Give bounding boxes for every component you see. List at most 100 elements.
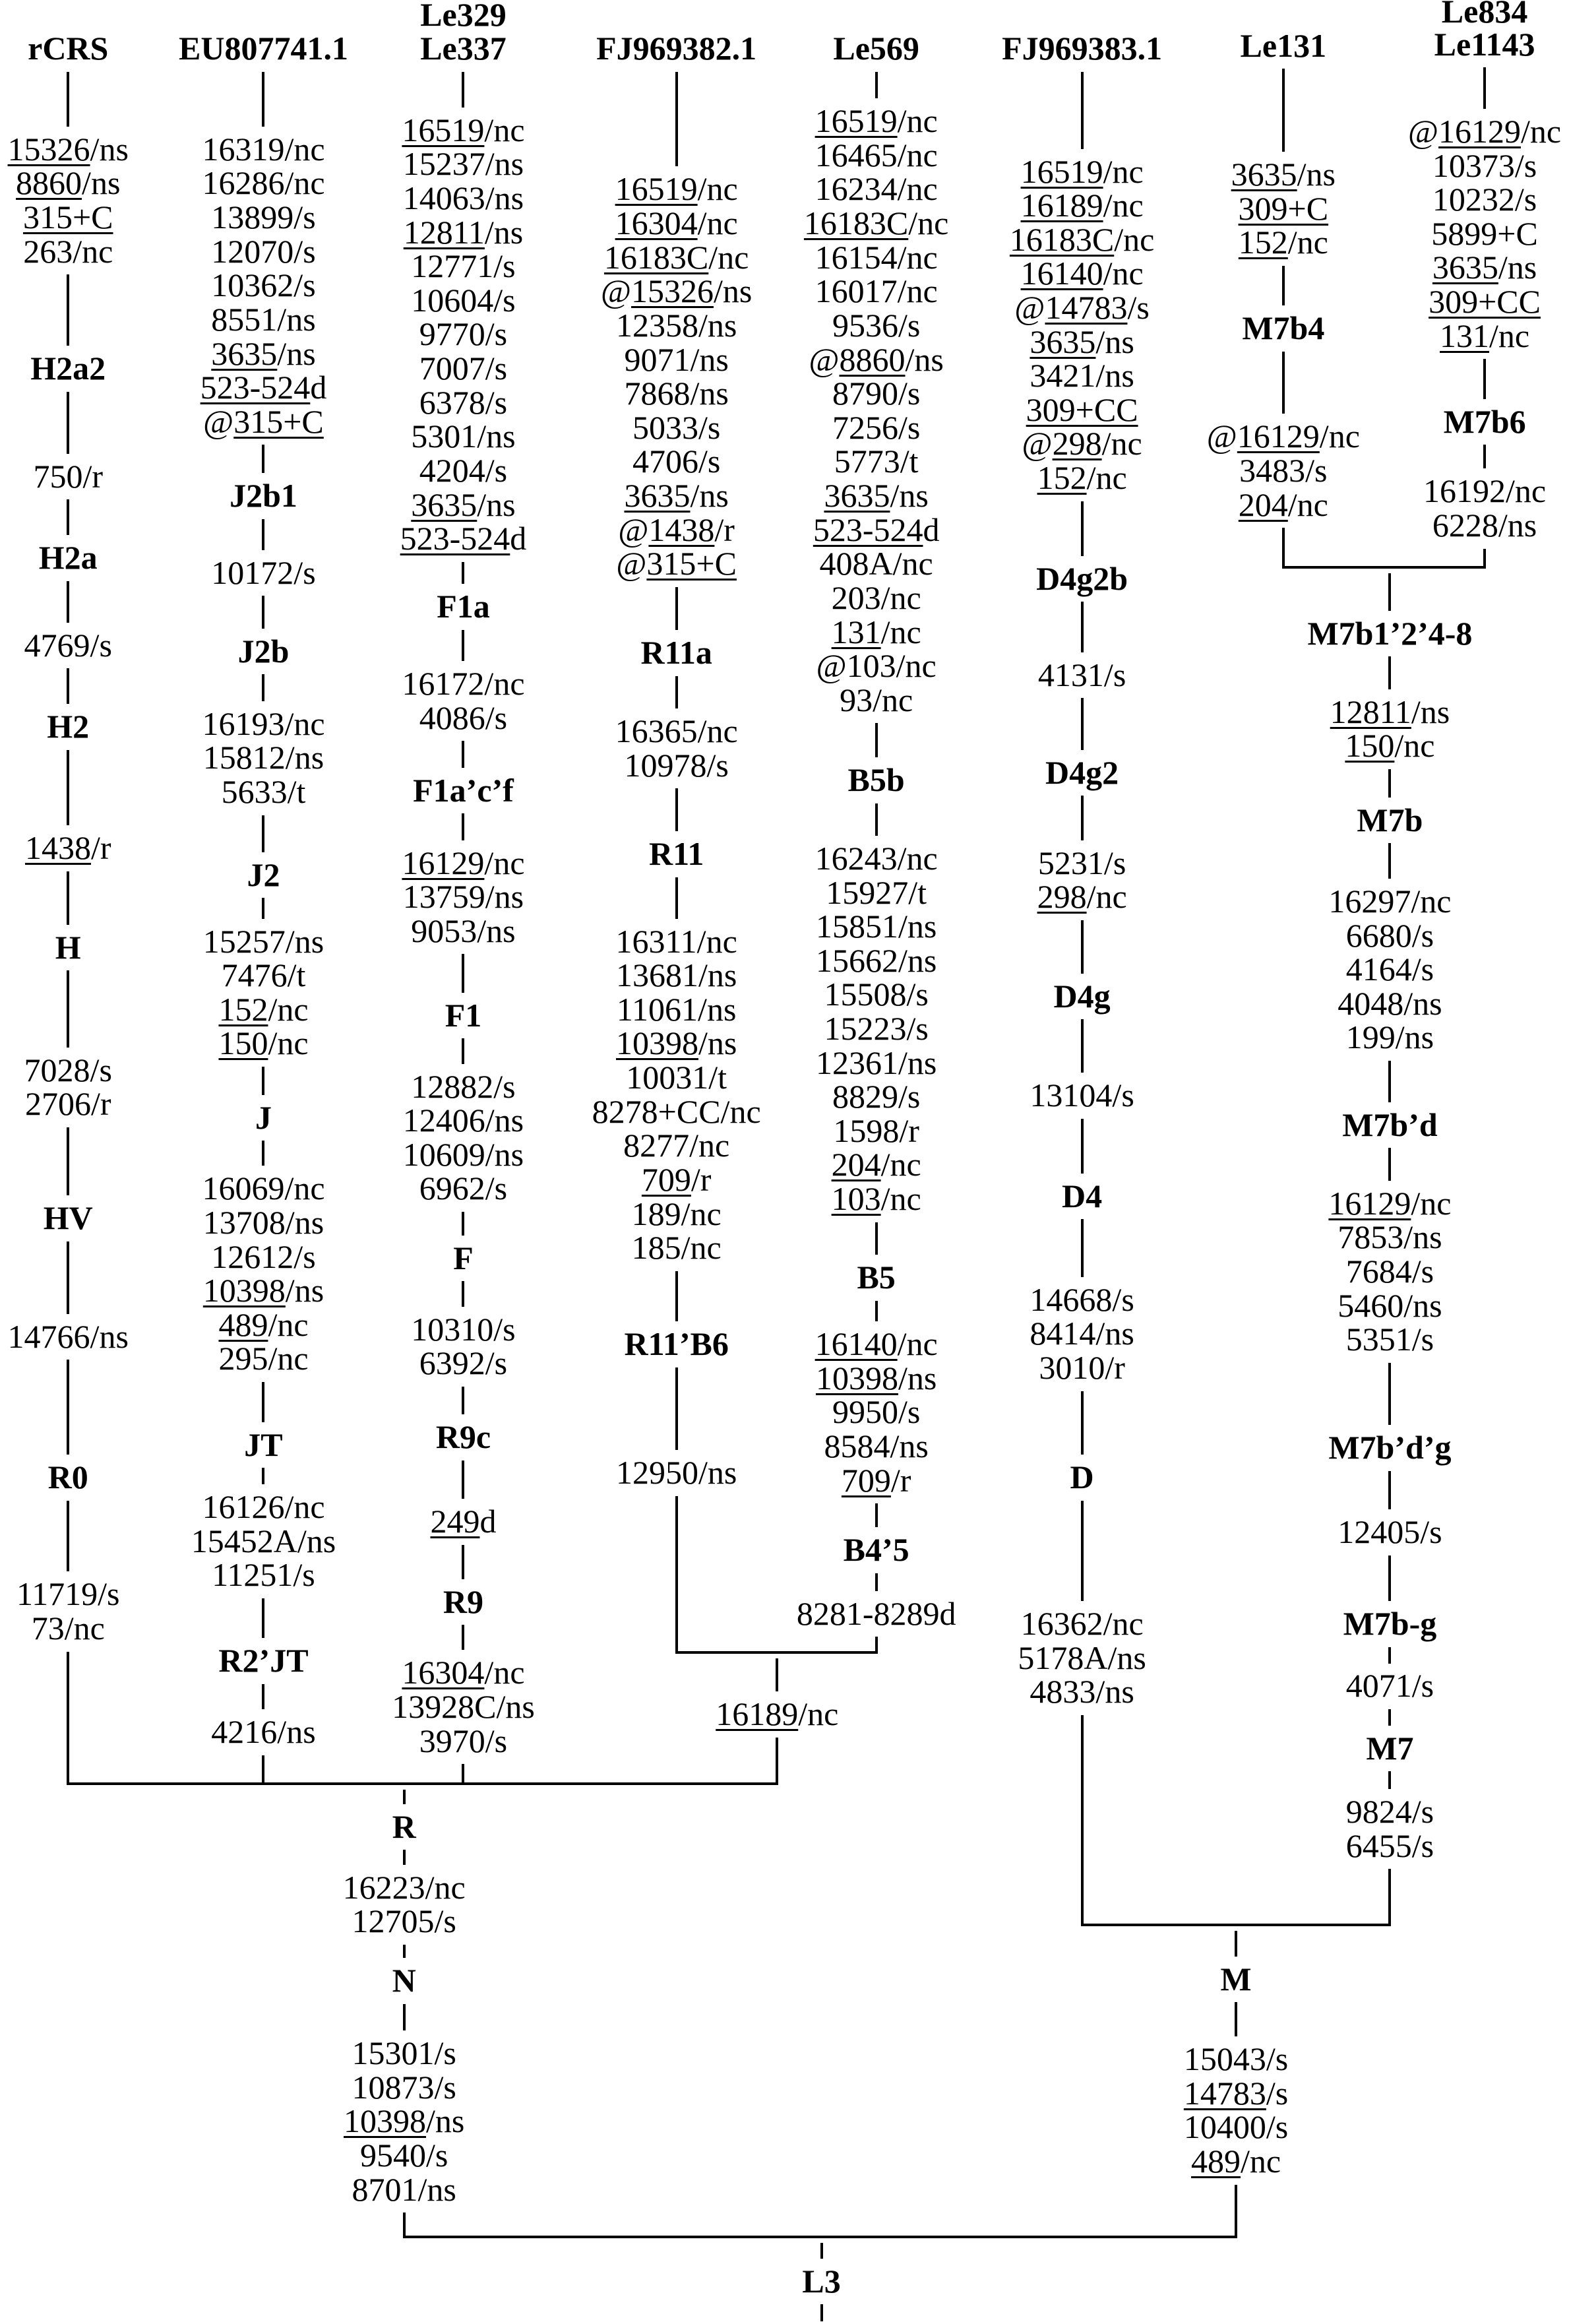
branch-line bbox=[1080, 501, 1084, 556]
mutation-label: 12771/s bbox=[411, 247, 516, 285]
mutation-label: 298/nc bbox=[1037, 879, 1127, 914]
haplogroup-node-label: M7b’d bbox=[1342, 1106, 1438, 1143]
mutation-label: 523-524d bbox=[400, 521, 527, 556]
mutation-label: 10978/s bbox=[624, 746, 729, 784]
mutation-position-underlined: 16183C bbox=[1009, 220, 1115, 258]
haplogroup-node-label: H2 bbox=[47, 708, 90, 745]
mutation-label: 10609/ns bbox=[402, 1135, 524, 1173]
mutation-label: 131/nc bbox=[832, 615, 921, 650]
haplogroup-node-label: D4g bbox=[1053, 977, 1111, 1015]
branch-line bbox=[1483, 445, 1487, 469]
mutation-label: 3635/ns bbox=[1432, 251, 1537, 285]
branch-line bbox=[462, 1386, 465, 1415]
mutation-suffix: /nc bbox=[697, 170, 738, 208]
branch-line bbox=[262, 674, 265, 701]
branch-line bbox=[1080, 796, 1084, 840]
mutation-label: 16319/nc bbox=[202, 130, 325, 168]
haplogroup-node-label: R11a bbox=[640, 633, 712, 671]
mutation-label: 203/nc bbox=[831, 579, 921, 616]
branch-line bbox=[262, 596, 265, 629]
mutation-label: 4071/s bbox=[1345, 1667, 1434, 1705]
haplogroup-node-label: M7b bbox=[1357, 801, 1423, 838]
branch-line bbox=[67, 581, 70, 623]
mutation-suffix: d bbox=[923, 511, 940, 548]
mutation-position-underlined: 3635 bbox=[1432, 249, 1498, 286]
mutation-suffix: /nc bbox=[1394, 727, 1435, 765]
mutation-suffix: /ns bbox=[285, 1272, 324, 1309]
branch-line bbox=[262, 1382, 265, 1422]
mutation-position-underlined: 131 bbox=[831, 613, 881, 650]
branch-line bbox=[675, 675, 678, 708]
sample-header: Le329 bbox=[420, 0, 507, 33]
branch-line bbox=[462, 1625, 465, 1650]
branch-line bbox=[875, 723, 878, 757]
mutation-label: 16017/nc bbox=[815, 272, 938, 310]
mutation-position-underlined: 3635 bbox=[824, 477, 890, 515]
mutation-position-underlined: 10398 bbox=[815, 1359, 898, 1397]
branch-line bbox=[67, 1360, 70, 1455]
branch-line bbox=[875, 1300, 878, 1322]
branch-line bbox=[1483, 359, 1487, 399]
haplogroup-node-label: D4g2 bbox=[1045, 753, 1119, 791]
mutation-label: 9770/s bbox=[419, 315, 508, 353]
mutation-suffix: /ns bbox=[1411, 693, 1450, 730]
haplogroup-node-label: B5b bbox=[847, 761, 905, 798]
mutation-label: 16126/nc bbox=[202, 1488, 325, 1525]
branch-line bbox=[820, 2304, 823, 2322]
mutation-suffix: /ns bbox=[277, 334, 316, 372]
mutation-label: 199/ns bbox=[1345, 1019, 1434, 1056]
mutation-label: 16140/nc bbox=[815, 1327, 938, 1362]
mutation-suffix: /ns bbox=[698, 1024, 737, 1062]
mutation-position-underlined: 3635 bbox=[211, 334, 278, 372]
mutation-label: 7684/s bbox=[1345, 1253, 1434, 1290]
mutation-label: 249d bbox=[430, 1505, 496, 1539]
branch-line bbox=[675, 1495, 678, 1652]
mutation-label: 5033/s bbox=[632, 408, 721, 446]
mutation-suffix: /nc bbox=[1114, 220, 1155, 258]
mutation-suffix: /nc bbox=[484, 844, 525, 881]
branch-line bbox=[1388, 656, 1392, 689]
mutation-suffix: /nc bbox=[268, 990, 309, 1028]
mutation-label: 11251/s bbox=[212, 1556, 315, 1594]
junction-line bbox=[675, 1650, 878, 1654]
branch-line bbox=[1483, 67, 1487, 109]
mutation-label: 15927/t bbox=[826, 873, 927, 911]
mutation-label: 4048/ns bbox=[1338, 984, 1442, 1022]
mutation-suffix: /nc bbox=[708, 238, 749, 276]
sample-header: Le834 bbox=[1441, 0, 1528, 30]
mutation-label: 10362/s bbox=[211, 267, 316, 304]
branch-line bbox=[462, 1544, 465, 1579]
mutation-prefix: @ bbox=[618, 511, 649, 548]
mutation-label: 204/nc bbox=[1239, 487, 1328, 522]
haplogroup-node-label: HV bbox=[43, 1199, 93, 1237]
branch-line bbox=[262, 898, 265, 919]
branch-line bbox=[1235, 2184, 1238, 2238]
mutation-suffix: /ns bbox=[690, 477, 729, 515]
mutation-label: 16286/nc bbox=[202, 164, 325, 202]
mutation-label: 309+CC bbox=[1429, 284, 1541, 319]
branch-line bbox=[462, 561, 465, 584]
mutation-position-underlined: 16183C bbox=[803, 204, 909, 242]
mutation-label: 12882/s bbox=[411, 1067, 516, 1105]
branch-line bbox=[875, 1637, 878, 1652]
mutation-label: 3635/ns bbox=[211, 334, 316, 372]
mutation-label: @315+C bbox=[203, 404, 324, 439]
mutation-position-underlined: 1438 bbox=[648, 511, 715, 548]
branch-line bbox=[1281, 69, 1285, 152]
branch-line bbox=[262, 518, 265, 550]
mutation-label: 408A/nc bbox=[819, 545, 933, 582]
mutation-label: @103/nc bbox=[816, 647, 937, 685]
mutation-label: 3635/ns bbox=[411, 487, 515, 522]
mutation-label: 16172/nc bbox=[402, 665, 525, 703]
mutation-label: 16183C/nc bbox=[604, 238, 749, 276]
mutation-label: 15237/ns bbox=[402, 145, 524, 183]
mutation-prefix: @ bbox=[616, 545, 647, 582]
mutation-label: 709/r bbox=[642, 1162, 712, 1197]
mutation-position-underlined: 298 bbox=[1052, 425, 1102, 462]
mutation-suffix: /nc bbox=[1319, 418, 1360, 455]
mutation-label: 10373/s bbox=[1432, 146, 1537, 184]
haplogroup-node-label: D bbox=[1070, 1459, 1094, 1496]
mutation-label: 5899+C bbox=[1431, 214, 1538, 252]
mutation-label: 16223/nc bbox=[342, 1868, 466, 1906]
mutation-position-underlined: 8860 bbox=[839, 340, 906, 378]
